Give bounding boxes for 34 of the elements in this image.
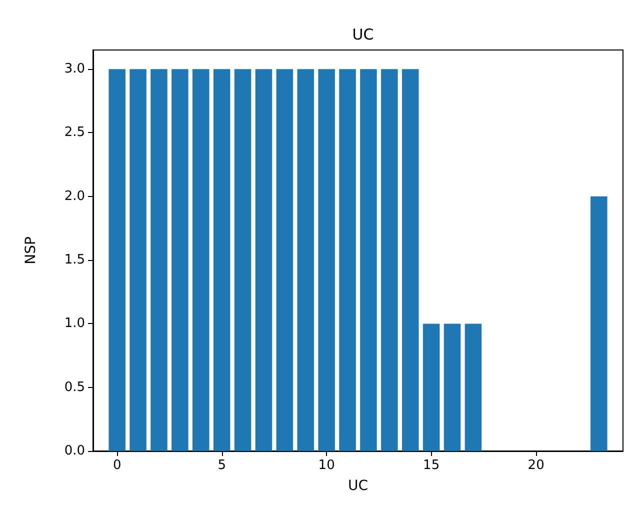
bar: [590, 196, 608, 451]
bar: [234, 69, 252, 451]
x-tick-label: 10: [318, 458, 335, 473]
bar: [213, 69, 230, 451]
bar: [276, 69, 294, 451]
bar: [150, 69, 168, 451]
x-tick-label: 0: [112, 458, 122, 473]
y-tick-label: 3.0: [64, 62, 85, 77]
x-axis-title: UC: [348, 478, 368, 494]
bar: [381, 69, 398, 451]
bar: [255, 69, 272, 451]
bar: [339, 69, 356, 451]
y-tick-label: 2.0: [64, 188, 85, 204]
y-tick-label: 0.5: [64, 380, 85, 395]
bar: [360, 69, 377, 451]
bar: [192, 69, 210, 451]
bar: [172, 69, 188, 451]
bar: [108, 69, 126, 451]
x-tick-label: 20: [528, 458, 544, 473]
y-tick-label: 0.0: [64, 444, 85, 458]
bar: [297, 69, 314, 451]
bar: [422, 324, 440, 451]
y-tick-label: 1.5: [64, 252, 85, 268]
chart-title: UC: [352, 26, 374, 44]
bar: [402, 69, 419, 451]
x-tick-label: 5: [218, 458, 226, 473]
bar: [464, 324, 482, 451]
y-tick-label: 2.5: [64, 125, 85, 140]
y-axis-title: NSP: [23, 236, 39, 264]
bar: [130, 69, 146, 451]
bar: [444, 324, 461, 451]
x-tick-label: 15: [423, 458, 440, 473]
y-tick-label: 1.0: [64, 316, 85, 332]
bar: [318, 69, 335, 451]
